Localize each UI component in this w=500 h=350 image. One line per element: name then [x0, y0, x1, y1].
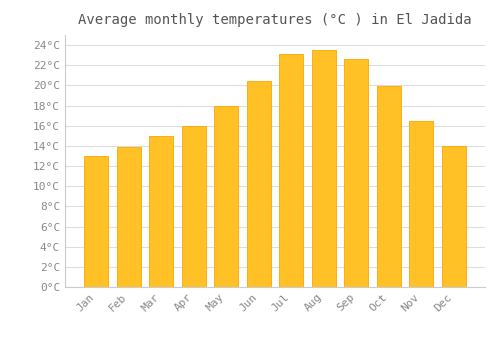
Bar [279, 54, 303, 287]
Bar [246, 81, 271, 287]
Bar [312, 50, 336, 287]
Bar [409, 121, 434, 287]
Bar [182, 126, 206, 287]
Bar [84, 156, 108, 287]
Bar [376, 86, 401, 287]
Bar [149, 136, 174, 287]
Bar [116, 147, 141, 287]
Bar [214, 106, 238, 287]
Bar [344, 59, 368, 287]
Title: Average monthly temperatures (°C ) in El Jadida: Average monthly temperatures (°C ) in El… [78, 13, 472, 27]
Bar [442, 146, 466, 287]
